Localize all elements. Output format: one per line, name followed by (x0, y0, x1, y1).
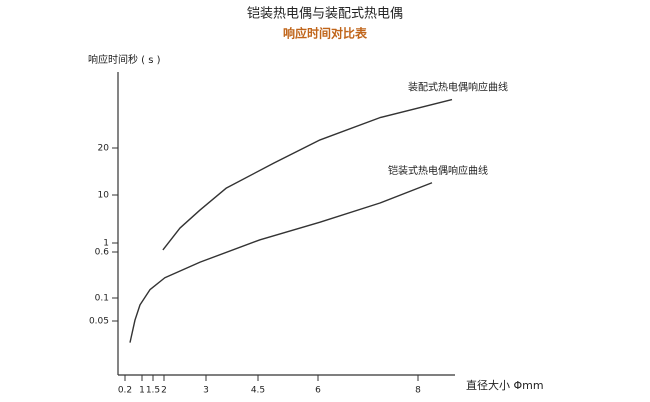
y-tick-label: 10 (98, 191, 110, 201)
y-tick-label: 20 (98, 144, 110, 154)
series-label: 铠装式热电偶响应曲线 (388, 164, 488, 177)
x-tick-label: 3 (203, 386, 209, 396)
x-tick-label: 1.5 (146, 386, 160, 396)
x-tick-label: 1 (139, 386, 145, 396)
series-label: 装配式热电偶响应曲线 (408, 81, 508, 94)
x-tick-label: 8 (415, 386, 421, 396)
line (129, 182, 433, 343)
y-tick-label: 0.6 (95, 248, 110, 258)
x-tick-label: 0.2 (118, 386, 132, 396)
y-axis-label: 响应时间秒 ( s ) (88, 53, 161, 66)
x-tick-label: 4.5 (251, 386, 265, 396)
line (162, 98, 453, 251)
x-axis-label: 直径大小 Φmm (466, 378, 544, 392)
chart-title: 铠装热电偶与装配式热电偶 (247, 6, 403, 22)
y-tick-label: 1 (103, 239, 109, 249)
chart-subtitle: 响应时间对比表 (283, 26, 368, 41)
x-tick-label: 6 (315, 386, 321, 396)
x-tick-label: 2 (161, 386, 167, 396)
y-tick-label: 0.1 (95, 294, 109, 304)
y-tick-label: 0.05 (89, 317, 109, 327)
